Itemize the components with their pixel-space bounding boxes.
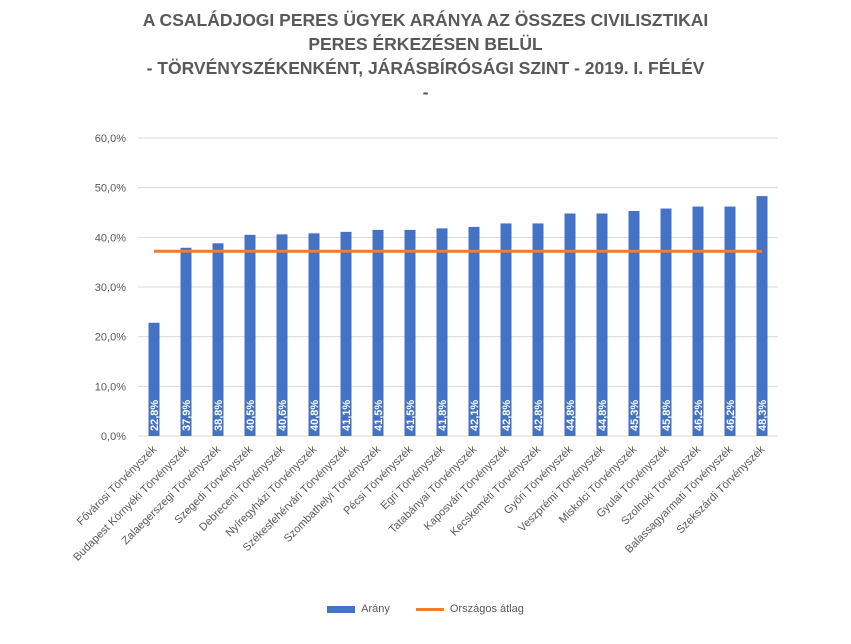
bar: [244, 234, 256, 436]
data-label: 40,8%: [309, 400, 321, 431]
chart-title-line2: PERES ÉRKEZÉSEN BELÜL: [308, 34, 543, 54]
y-tick-label: 30,0%: [95, 282, 126, 294]
y-tick-label: 40,0%: [95, 232, 126, 244]
data-label: 40,6%: [277, 400, 289, 431]
data-label: 48,3%: [757, 400, 769, 431]
data-label: 38,8%: [213, 400, 225, 431]
bar: [436, 228, 448, 436]
chart-title: A CSALÁDJOGI PERES ÜGYEK ARÁNYA AZ ÖSSZE…: [0, 8, 851, 104]
bar: [692, 206, 704, 436]
data-label: 41,1%: [341, 400, 353, 431]
legend-swatch-line: [415, 607, 444, 611]
data-label: 46,2%: [725, 400, 737, 431]
legend-item-orszagos-atlag: Országos átlag: [415, 603, 524, 615]
bar: [372, 229, 384, 436]
data-label: 40,5%: [245, 400, 257, 431]
bar: [564, 213, 576, 436]
chart-title-line1: A CSALÁDJOGI PERES ÜGYEK ARÁNYA AZ ÖSSZE…: [142, 10, 709, 30]
chart-legend: Arány Országos átlag: [0, 603, 851, 615]
data-label: 42,1%: [469, 400, 481, 431]
bar: [340, 231, 352, 436]
bar: [404, 229, 416, 436]
data-label: 45,8%: [661, 400, 673, 431]
data-label: 41,5%: [373, 400, 385, 431]
y-tick-label: 10,0%: [95, 381, 126, 393]
y-tick-label: 50,0%: [95, 183, 126, 195]
bar: [628, 211, 640, 436]
data-label: 44,8%: [565, 400, 577, 431]
bar-chart: 0,0%10,0%20,0%30,0%40,0%50,0%60,0%22,8%F…: [71, 133, 778, 564]
data-label: 45,3%: [629, 400, 641, 431]
y-tick-label: 60,0%: [95, 133, 126, 145]
legend-label-orszagos-atlag: Országos átlag: [449, 603, 524, 615]
legend-item-arany: Arány: [327, 603, 390, 615]
bar: [500, 223, 512, 436]
bar: [468, 226, 480, 436]
bar: [596, 213, 608, 436]
bar: [180, 247, 192, 436]
data-label: 44,8%: [597, 400, 609, 431]
bar: [756, 196, 768, 436]
bar: [148, 322, 160, 436]
data-label: 22,8%: [149, 400, 161, 431]
data-label: 42,8%: [533, 400, 545, 431]
x-tick-label: Budapest Környéki Törvényszék: [71, 443, 191, 563]
bar: [212, 243, 224, 436]
data-label: 37,9%: [181, 400, 193, 431]
bar: [532, 223, 544, 436]
bar: [724, 206, 736, 436]
data-label: 41,5%: [405, 400, 417, 431]
data-label: 42,8%: [501, 400, 513, 431]
bar: [660, 208, 672, 436]
bar: [308, 233, 320, 436]
data-label: 41,8%: [437, 400, 449, 431]
y-tick-label: 0,0%: [101, 431, 126, 443]
data-label: 46,2%: [693, 400, 705, 431]
chart-title-line4: -: [422, 82, 429, 102]
legend-label-arany: Arány: [361, 603, 390, 615]
bar: [276, 234, 288, 436]
y-tick-label: 20,0%: [95, 332, 126, 344]
legend-swatch-bar: [327, 605, 356, 613]
chart-title-line3: - TÖRVÉNYSZÉKENKÉNT, JÁRÁSBÍRÓSÁGI SZINT…: [146, 58, 705, 78]
